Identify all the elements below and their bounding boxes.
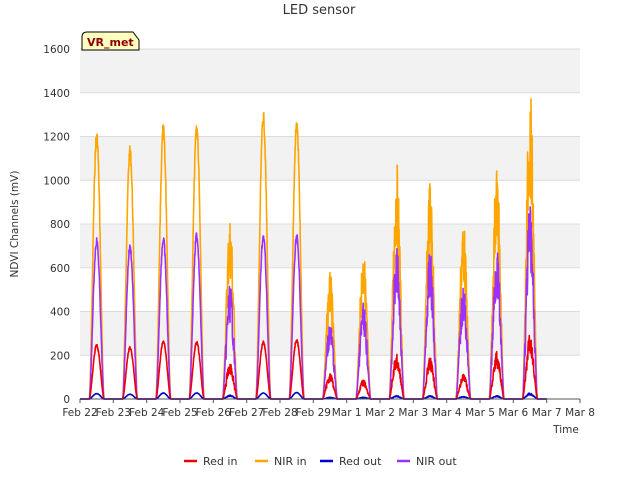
grid-band: [80, 224, 580, 268]
y-tick-label: 200: [50, 350, 70, 362]
site-badge: VR_met: [81, 31, 140, 51]
x-tick-label: Feb 27: [229, 407, 264, 419]
grid-band: [80, 136, 580, 181]
x-tick-label: Mar 6: [498, 407, 528, 419]
x-tick-label: Mar 8: [565, 407, 595, 419]
x-tick-label: Mar 7: [532, 407, 562, 419]
legend-label: NIR out: [416, 455, 457, 468]
legend-label: NIR in: [274, 455, 307, 468]
x-tick-label: Mar 1: [332, 407, 362, 419]
y-tick-label: 0: [63, 394, 70, 406]
x-tick-label: Feb 23: [96, 407, 131, 419]
x-tick-label: Feb 26: [196, 407, 232, 419]
grid-band: [80, 49, 580, 93]
x-tick-label: Feb 25: [162, 407, 197, 419]
y-tick-label: 1200: [43, 132, 70, 144]
chart-title: LED sensor: [283, 3, 356, 18]
x-tick-label: Feb 28: [262, 407, 297, 419]
x-tick-label: Mar 4: [432, 407, 462, 419]
y-tick-label: 1000: [43, 175, 70, 187]
x-tick-label: Mar 5: [465, 407, 495, 419]
x-tick-label: Feb 22: [62, 407, 97, 419]
y-tick-labels: 0 200 400 600 800 1000 1200 1400 1600: [43, 44, 70, 406]
legend: Red in NIR in Red out NIR out: [184, 455, 457, 468]
y-tick-label: 400: [50, 307, 70, 319]
x-tick-label: Mar 3: [398, 407, 428, 419]
x-tick-label: Feb 29: [296, 407, 331, 419]
legend-label: Red in: [203, 455, 237, 468]
x-tick-label: Feb 24: [129, 407, 165, 419]
x-axis-label: Time: [552, 424, 579, 436]
badge-label: VR_met: [87, 36, 134, 49]
y-axis-label: NDVI Channels (mV): [9, 171, 21, 278]
y-tick-label: 1600: [43, 44, 70, 56]
x-tick-label: Mar 2: [365, 407, 395, 419]
y-tick-label: 600: [50, 263, 70, 275]
legend-label: Red out: [339, 455, 382, 468]
y-tick-label: 1400: [43, 88, 70, 100]
y-tick-label: 800: [50, 219, 70, 231]
